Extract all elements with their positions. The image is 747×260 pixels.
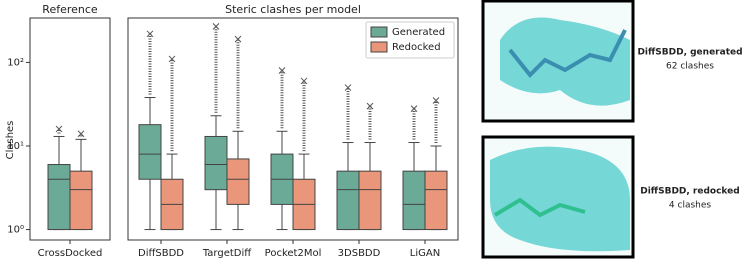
x-tick-label: LiGAN xyxy=(410,248,440,259)
ligand xyxy=(493,197,586,218)
surface xyxy=(500,17,630,106)
box xyxy=(204,135,228,191)
box xyxy=(69,170,93,231)
outlier-max xyxy=(234,35,242,43)
outlier-max xyxy=(55,125,63,133)
surface xyxy=(490,146,630,252)
outlier-max xyxy=(168,55,176,63)
plot-frame xyxy=(29,17,111,241)
x-tick-label: Pocket2Mol xyxy=(265,248,322,259)
box xyxy=(424,170,448,231)
y-tick-label: 10¹ xyxy=(7,141,24,152)
outlier-max xyxy=(366,102,374,110)
outlier-max xyxy=(278,67,286,74)
legend-label: Redocked xyxy=(392,42,441,53)
x-tick-label: DiffSBDD xyxy=(138,248,184,259)
x-tick-label: 3DSBDD xyxy=(338,248,381,259)
box xyxy=(226,158,250,205)
example-subtitle: 62 clashes xyxy=(666,62,714,72)
y-axis-label: Clashes xyxy=(5,121,16,160)
box xyxy=(336,170,360,231)
box xyxy=(138,124,162,180)
outlier-max xyxy=(344,84,352,91)
legend-box xyxy=(365,21,455,59)
plot-frame xyxy=(127,17,459,241)
example-subtitle: 4 clashes xyxy=(669,201,711,211)
example-title: DiffSBDD, redocked xyxy=(640,187,739,197)
box xyxy=(358,170,382,231)
outlier-max xyxy=(410,105,418,112)
panel-title: Steric clashes per model xyxy=(225,3,361,16)
x-tick-label: CrossDocked xyxy=(38,248,103,259)
legend-swatch xyxy=(370,26,388,38)
y-tick-label: 10² xyxy=(7,57,24,68)
y-tick-label: 10⁰ xyxy=(7,225,24,236)
legend-label: Generated xyxy=(392,27,445,38)
outlier-max xyxy=(432,97,440,104)
example-title: DiffSBDD, generated xyxy=(637,48,742,58)
example-1: DiffSBDD, generated 62 clashes xyxy=(481,0,743,123)
outlier-max xyxy=(300,77,308,85)
panel-title: Reference xyxy=(42,3,98,16)
ligand xyxy=(508,29,627,78)
outlier-max xyxy=(212,23,220,30)
legend-swatch xyxy=(370,41,388,53)
outlier-max xyxy=(77,130,85,138)
box xyxy=(402,170,426,231)
example-2: DiffSBDD, redocked 4 clashes xyxy=(481,135,740,259)
outlier-max xyxy=(146,30,154,38)
x-tick-label: TargetDiff xyxy=(202,248,252,259)
box xyxy=(47,164,71,231)
